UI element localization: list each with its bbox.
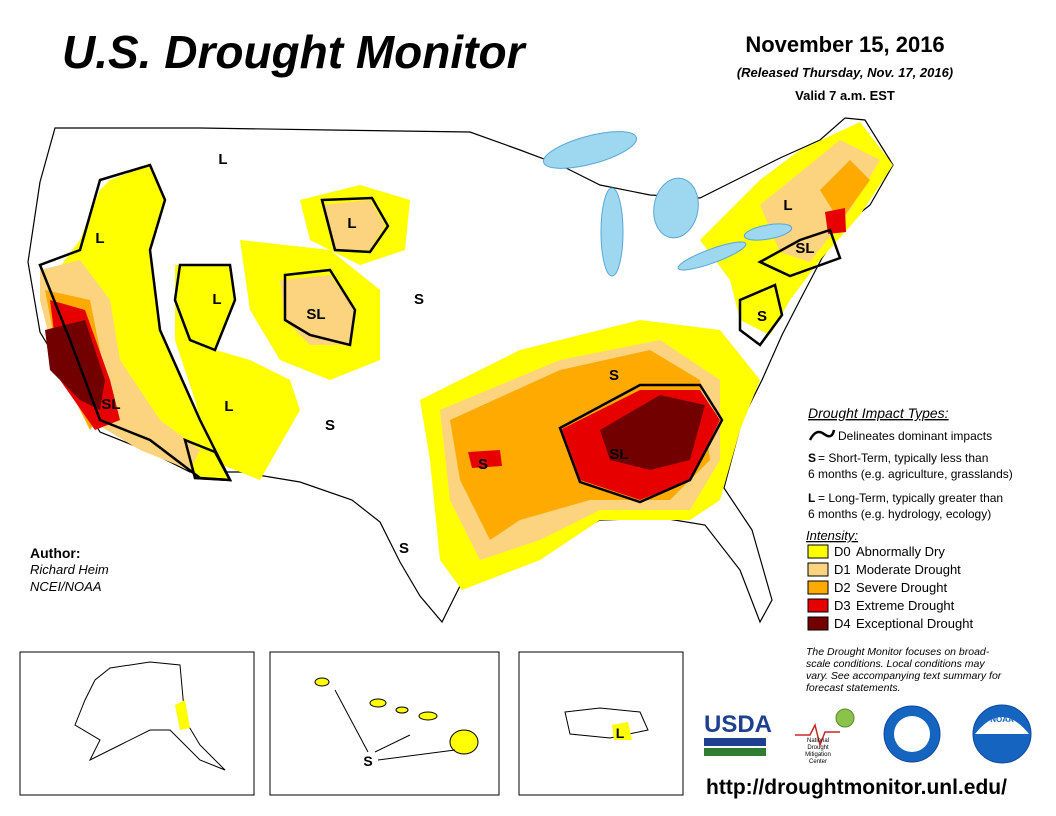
legend-code: D1: [834, 562, 851, 577]
impact-boundary: [173, 263, 237, 352]
release-date: (Released Thursday, Nov. 17, 2016): [737, 65, 953, 80]
drought-area: [175, 265, 300, 480]
impact-label: S: [414, 291, 424, 308]
impact-boundary: [757, 228, 842, 278]
legend-name: Moderate Drought: [856, 562, 961, 577]
drought-area: [825, 208, 846, 234]
legend-code: D3: [834, 598, 851, 613]
author-label: Author:: [30, 545, 81, 561]
legend-name: Severe Drought: [856, 580, 947, 595]
impact-label: S: [363, 753, 372, 769]
drought-area: [175, 700, 190, 730]
note-line: The Drought Monitor focuses on broad-: [806, 646, 990, 658]
impact-boundary: [738, 283, 784, 347]
impact-label: L: [212, 291, 221, 308]
ndmc-text: Mitigation: [805, 752, 831, 758]
valid-time: Valid 7 a.m. EST: [795, 88, 895, 103]
legend-swatch: [807, 598, 829, 613]
impact-label: SL: [101, 396, 120, 413]
url[interactable]: http://droughtmonitor.unl.edu/: [706, 776, 1007, 799]
drought-area: [600, 395, 705, 470]
inset-frame: [269, 651, 500, 796]
ndmc-text: National: [807, 738, 829, 744]
author-name: Richard Heim: [30, 562, 109, 577]
lake: [653, 177, 699, 239]
impact-label: L: [616, 725, 625, 741]
date: November 15, 2016: [745, 32, 944, 57]
impact-label: S: [609, 367, 619, 384]
legend-code: D2: [834, 580, 851, 595]
lake: [677, 241, 747, 271]
impact-desc: = Long-Term, typically greater than: [818, 491, 1003, 505]
hawaii-island: [369, 698, 387, 708]
noaa-text: NOAA: [990, 715, 1014, 724]
impact-desc: = Short-Term, typically less than: [818, 451, 988, 465]
impact-symbol: S: [808, 451, 816, 465]
author-org: NCEI/NOAA: [30, 579, 102, 594]
drought-area: [820, 160, 870, 222]
ndmc-mark: [795, 722, 840, 748]
usda-logo: USDA: [704, 711, 772, 738]
title: U.S. Drought Monitor: [62, 26, 527, 78]
legend-name: Extreme Drought: [856, 598, 955, 613]
ndmc-text: Center: [809, 759, 827, 765]
intensity-heading: Intensity:: [806, 528, 858, 543]
hawaii-island: [449, 729, 479, 755]
usda-stripe: [704, 738, 766, 746]
legend-name: Abnormally Dry: [856, 544, 945, 559]
lake: [542, 131, 638, 169]
impact-label: S: [478, 456, 488, 473]
lake: [600, 187, 624, 277]
impact-symbol: L: [808, 491, 815, 505]
hawaii-island: [418, 711, 438, 721]
legend-swatch: [807, 616, 829, 631]
impact-label: SL: [306, 306, 325, 323]
legend-swatch: [807, 580, 829, 595]
boundary-text: Delineates dominant impacts: [838, 429, 992, 443]
impact-desc: 6 months (e.g. agriculture, grasslands): [808, 467, 1013, 481]
note-line: forecast statements.: [806, 682, 901, 694]
impact-boundary: [183, 437, 233, 482]
impact-label: L: [95, 230, 104, 247]
legend-code: D0: [834, 544, 851, 559]
legend-code: D4: [834, 616, 851, 631]
impact-label: SL: [795, 240, 814, 257]
note-line: scale conditions. Local conditions may: [806, 658, 985, 670]
drought-area: [45, 320, 105, 410]
drought-area: [322, 200, 385, 250]
noaa-bird: [975, 717, 1029, 734]
lake: [743, 223, 793, 241]
legend-swatch: [807, 544, 829, 559]
commerce-seal-inner: [894, 716, 930, 752]
impact-label: S: [325, 417, 335, 434]
usda-stripe: [704, 748, 766, 756]
boundary-sample: [808, 429, 836, 441]
impact-boundary: [283, 268, 357, 347]
impact-label: L: [347, 215, 356, 232]
ndmc-tree: [835, 708, 855, 728]
hawaii-island: [395, 706, 409, 714]
legend-swatch: [807, 562, 829, 577]
impact-boundary: [320, 196, 390, 254]
impact-label: L: [224, 398, 233, 415]
leader-line: [334, 689, 456, 761]
hawaii-island: [314, 677, 330, 687]
impact-boundary: [558, 383, 724, 504]
alaska: [74, 661, 226, 771]
impact-label: S: [399, 540, 409, 557]
legend-name: Exceptional Drought: [856, 616, 973, 631]
impact-label: SL: [609, 446, 628, 463]
impact-desc: 6 months (e.g. hydrology, ecology): [808, 507, 991, 521]
legend: Drought Impact Types: Delineates dominant…: [704, 405, 1032, 765]
impact-label: L: [218, 151, 227, 168]
ndmc-text: Drought: [807, 745, 829, 751]
drought-area: [468, 450, 502, 468]
impact-heading: Drought Impact Types:: [808, 405, 949, 421]
note-line: vary. See accompanying text summary for: [806, 670, 1002, 682]
drought-area: [612, 722, 632, 740]
impact-label: L: [783, 197, 792, 214]
impact-label: S: [757, 308, 767, 325]
